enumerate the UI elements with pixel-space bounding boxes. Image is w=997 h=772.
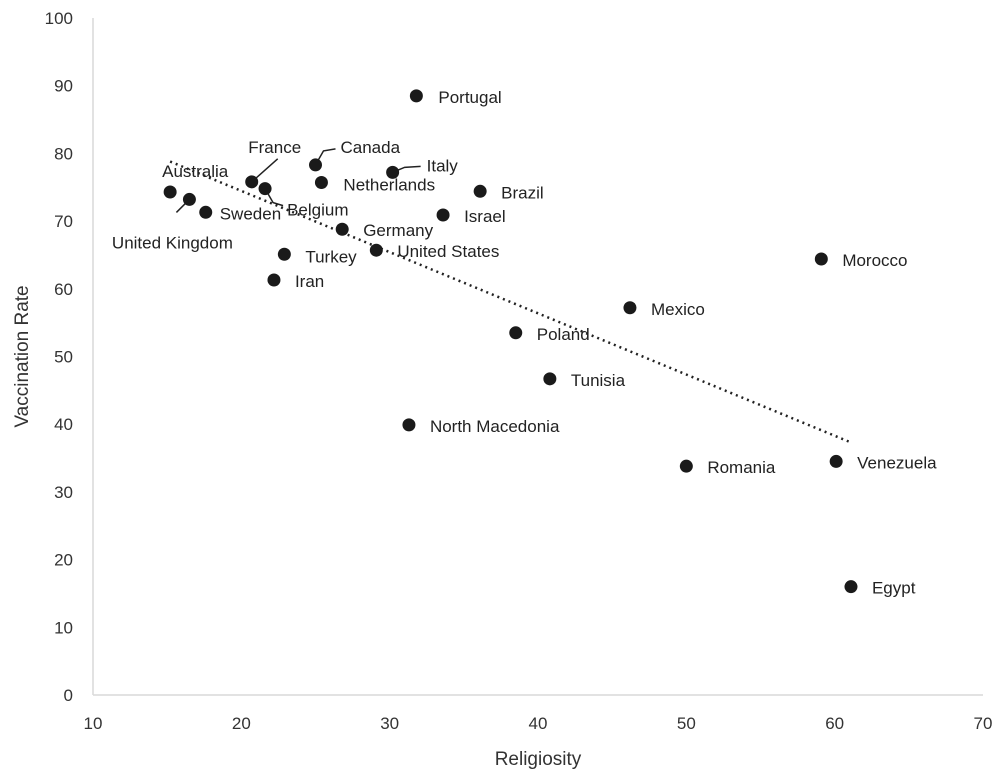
x-tick-label-40: 40: [529, 714, 548, 733]
label-united-kingdom: United Kingdom: [112, 233, 233, 252]
label-egypt: Egypt: [872, 579, 916, 598]
label-united-states: United States: [397, 242, 499, 261]
point-iran: [267, 273, 281, 287]
point-egypt: [844, 580, 858, 594]
y-tick-label-30: 30: [54, 483, 73, 502]
point-italy: [386, 165, 400, 179]
point-poland: [509, 326, 523, 340]
y-tick-label-40: 40: [54, 415, 73, 434]
y-tick-labels: 0 10 20 30 40 50 60 70 80 90 100: [45, 9, 73, 705]
y-tick-label-50: 50: [54, 348, 73, 367]
y-tick-label-10: 10: [54, 618, 73, 637]
point-canada: [309, 158, 322, 172]
point-germany: [335, 222, 349, 236]
label-france: France: [248, 138, 301, 157]
label-australia: Australia: [162, 162, 229, 181]
label-tunisia: Tunisia: [571, 371, 626, 390]
point-brazil: [473, 184, 487, 198]
x-tick-label-20: 20: [232, 714, 251, 733]
point-australia: [163, 185, 177, 199]
label-mexico: Mexico: [651, 300, 705, 319]
label-morocco: Morocco: [842, 251, 907, 270]
label-sweden: Sweden: [220, 204, 281, 223]
point-romania: [679, 459, 693, 473]
point-venezuela: [829, 454, 843, 468]
point-united-kingdom: [182, 192, 196, 206]
x-tick-label-30: 30: [380, 714, 399, 733]
x-axis-title: Religiosity: [495, 749, 582, 770]
point-sweden: [199, 205, 213, 219]
label-iran: Iran: [295, 272, 324, 291]
y-tick-label-0: 0: [64, 686, 73, 705]
label-north-macedonia: North Macedonia: [430, 417, 560, 436]
point-portugal: [409, 89, 423, 103]
x-tick-label-50: 50: [677, 714, 696, 733]
x-tick-labels: 10 20 30 40 50 60 70: [84, 714, 993, 733]
point-tunisia: [543, 372, 557, 386]
point-morocco: [814, 252, 828, 266]
label-romania: Romania: [707, 458, 776, 477]
point-turkey: [277, 247, 291, 261]
point-labels: Portugal Canada Italy France Netherlands Aust…: [112, 88, 937, 598]
point-belgium: [258, 182, 272, 196]
y-tick-label-100: 100: [45, 9, 73, 28]
label-portugal: Portugal: [438, 88, 501, 107]
y-tick-label-60: 60: [54, 280, 73, 299]
x-tick-label-70: 70: [974, 714, 993, 733]
label-canada: Canada: [341, 138, 401, 157]
y-tick-label-90: 90: [54, 77, 73, 96]
y-tick-label-20: 20: [54, 551, 73, 570]
point-france: [245, 175, 259, 189]
y-tick-label-80: 80: [54, 144, 73, 163]
point-netherlands: [314, 176, 328, 190]
axes: [92, 18, 983, 696]
label-poland: Poland: [537, 325, 590, 344]
point-israel: [436, 208, 450, 222]
label-turkey: Turkey: [305, 247, 357, 266]
label-netherlands: Netherlands: [343, 176, 435, 195]
trendline: [169, 160, 852, 444]
label-israel: Israel: [464, 207, 506, 226]
label-brazil: Brazil: [501, 183, 544, 202]
label-belgium: Belgium: [287, 201, 348, 220]
x-tick-label-60: 60: [825, 714, 844, 733]
y-axis-title: Vaccination Rate: [12, 285, 33, 427]
point-mexico: [623, 301, 637, 315]
data-points: [163, 89, 858, 594]
label-germany: Germany: [363, 221, 433, 240]
label-italy: Italy: [427, 156, 459, 175]
x-tick-label-10: 10: [84, 714, 103, 733]
point-united-states: [369, 243, 383, 257]
point-north-macedonia: [402, 418, 416, 432]
label-venezuela: Venezuela: [857, 453, 937, 472]
y-tick-label-70: 70: [54, 212, 73, 231]
